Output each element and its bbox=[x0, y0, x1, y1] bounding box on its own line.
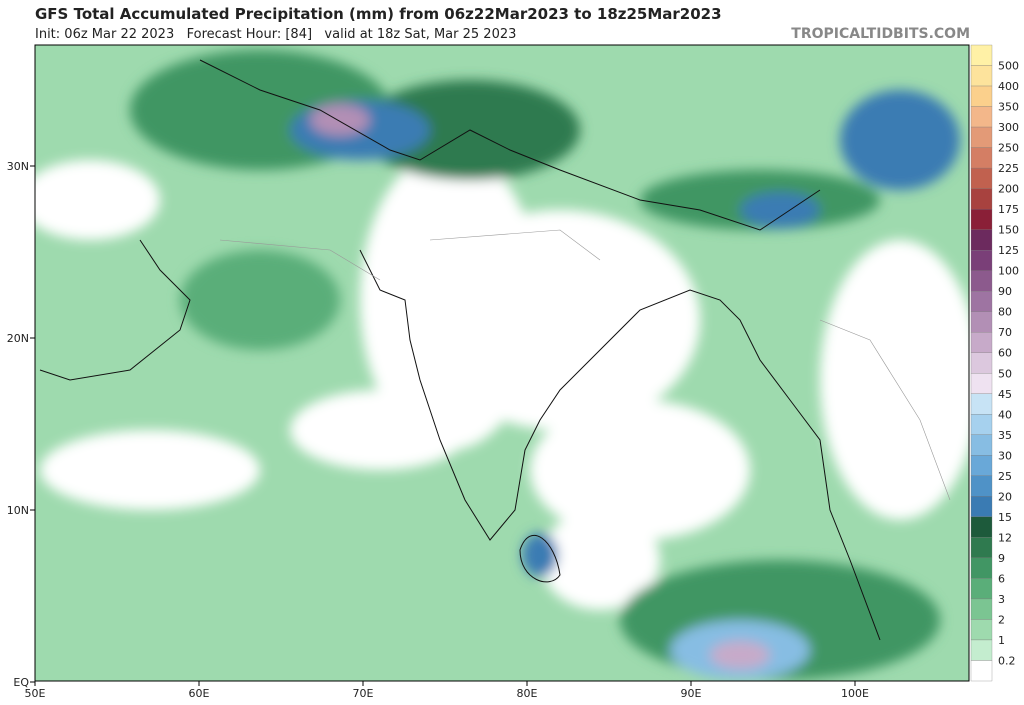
colorbar-label: 225 bbox=[998, 162, 1019, 175]
colorbar-label: 9 bbox=[998, 552, 1005, 565]
colorbar-cell bbox=[970, 147, 993, 169]
colorbar-label: 12 bbox=[998, 531, 1012, 544]
colorbar-cell bbox=[970, 455, 993, 476]
colorbar-cell bbox=[970, 229, 993, 251]
colorbar-cell bbox=[970, 578, 993, 600]
lon-label: 100E bbox=[841, 687, 869, 700]
colorbar-cell bbox=[970, 352, 993, 374]
lat-label: 20N bbox=[7, 332, 29, 345]
site-name: TROPICALTIDBITS.COM bbox=[791, 26, 970, 42]
colorbar-cell bbox=[970, 557, 993, 579]
colorbar-label: 500 bbox=[998, 60, 1019, 73]
lat-label: 10N bbox=[7, 504, 29, 517]
colorbar-cell bbox=[970, 393, 993, 415]
colorbar-cell bbox=[970, 619, 993, 641]
colorbar-cell bbox=[970, 85, 993, 107]
lon-label: 80E bbox=[517, 687, 538, 700]
map-frame bbox=[34, 44, 970, 682]
colorbar-cell bbox=[970, 598, 993, 620]
colorbar-label: 1 bbox=[998, 634, 1005, 647]
map bbox=[35, 45, 969, 681]
subtitle: Init: 06z Mar 22 2023 Forecast Hour: [84… bbox=[35, 27, 516, 42]
colorbar-cell bbox=[970, 332, 993, 353]
lon-label: 60E bbox=[189, 687, 210, 700]
colorbar-label: 200 bbox=[998, 183, 1019, 196]
colorbar-cell bbox=[970, 639, 993, 661]
colorbar-cell bbox=[970, 311, 993, 333]
title: GFS Total Accumulated Precipitation (mm)… bbox=[35, 5, 722, 23]
colorbar-cell bbox=[970, 270, 993, 292]
colorbar: 5004003503002502252001751501251009080706… bbox=[970, 44, 1019, 682]
colorbar-label: 25 bbox=[998, 470, 1012, 483]
colorbar-label: 175 bbox=[998, 203, 1019, 216]
colorbar-cell bbox=[970, 660, 993, 682]
lat-label: EQ bbox=[13, 676, 29, 689]
lon-label: 90E bbox=[681, 687, 702, 700]
colorbar-label: 20 bbox=[998, 490, 1012, 503]
colorbar-label: 35 bbox=[998, 429, 1012, 442]
colorbar-cell bbox=[970, 188, 993, 210]
colorbar-cell bbox=[970, 44, 993, 66]
colorbar-label: 125 bbox=[998, 244, 1019, 257]
colorbar-cell bbox=[970, 291, 993, 312]
colorbar-label: 80 bbox=[998, 306, 1012, 319]
lat-label: 30N bbox=[7, 160, 29, 173]
colorbar-label: 2 bbox=[998, 613, 1005, 626]
colorbar-cell bbox=[970, 475, 993, 497]
colorbar-label: 40 bbox=[998, 408, 1012, 421]
lon-label: 50E bbox=[25, 687, 46, 700]
colorbar-cell bbox=[970, 496, 993, 518]
colorbar-label: 400 bbox=[998, 80, 1019, 93]
colorbar-label: 100 bbox=[998, 265, 1019, 278]
colorbar-cell bbox=[970, 414, 993, 435]
colorbar-label: 300 bbox=[998, 121, 1019, 134]
colorbar-label: 3 bbox=[998, 593, 1005, 606]
colorbar-cell bbox=[970, 167, 993, 189]
colorbar-cell bbox=[970, 537, 993, 559]
colorbar-label: 70 bbox=[998, 326, 1012, 339]
colorbar-label: 60 bbox=[998, 347, 1012, 360]
colorbar-cell bbox=[970, 106, 993, 128]
colorbar-cell bbox=[970, 208, 993, 230]
colorbar-cell bbox=[970, 373, 993, 394]
colorbar-label: 150 bbox=[998, 224, 1019, 237]
colorbar-cell bbox=[970, 65, 993, 87]
colorbar-label: 0.2 bbox=[998, 654, 1016, 667]
colorbar-label: 350 bbox=[998, 101, 1019, 114]
colorbar-cell bbox=[970, 516, 993, 538]
colorbar-label: 50 bbox=[998, 367, 1012, 380]
colorbar-label: 45 bbox=[998, 388, 1012, 401]
colorbar-label: 90 bbox=[998, 285, 1012, 298]
lon-label: 70E bbox=[353, 687, 374, 700]
colorbar-label: 250 bbox=[998, 142, 1019, 155]
colorbar-cell bbox=[970, 126, 993, 148]
colorbar-cell bbox=[970, 434, 993, 456]
colorbar-label: 15 bbox=[998, 511, 1012, 524]
colorbar-cell bbox=[970, 250, 993, 271]
colorbar-label: 30 bbox=[998, 449, 1012, 462]
colorbar-label: 6 bbox=[998, 572, 1005, 585]
